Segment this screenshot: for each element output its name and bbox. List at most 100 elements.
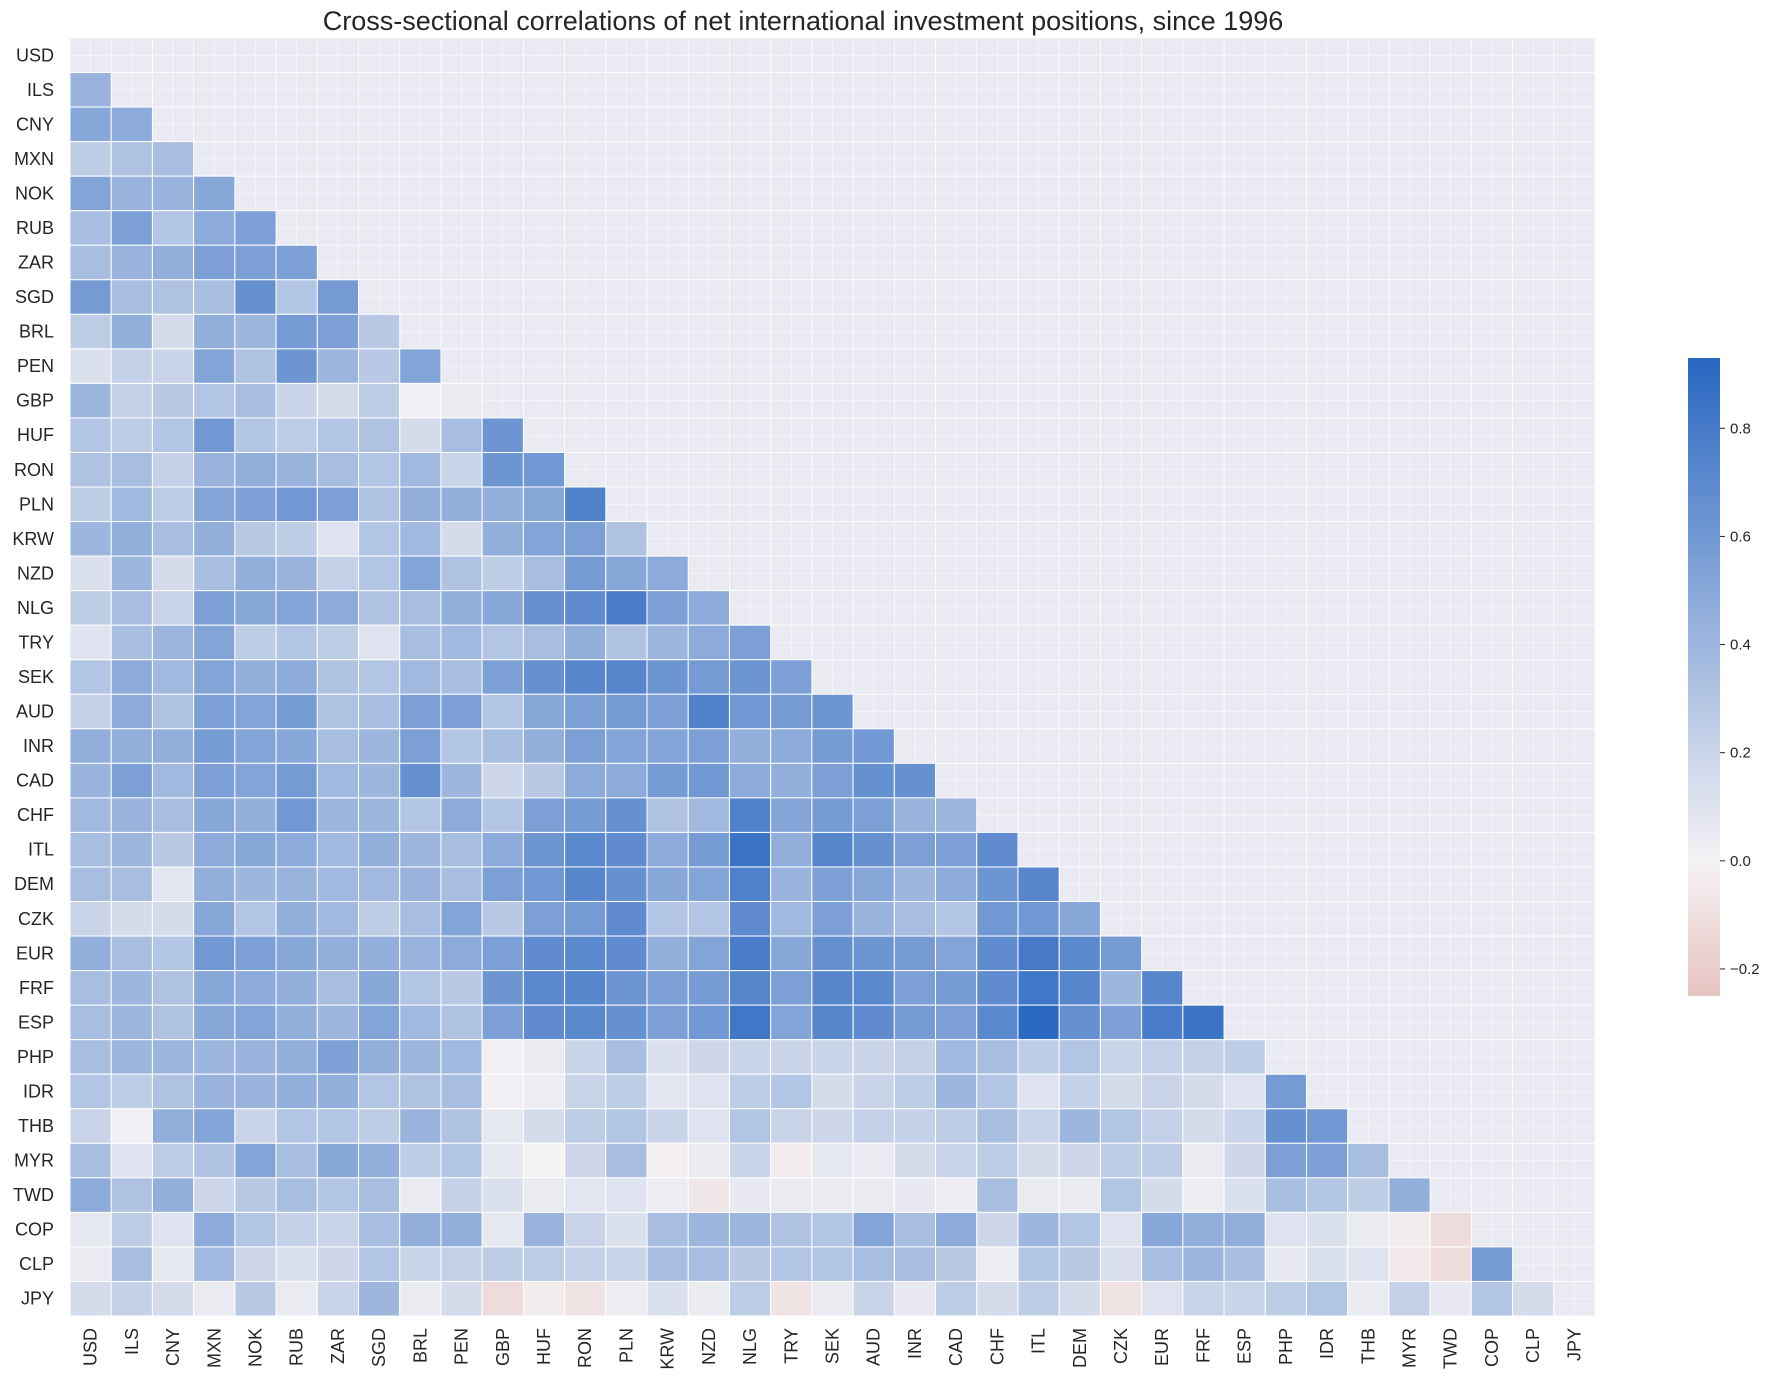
heatmap-cell-cop-sgd (358, 1211, 401, 1248)
heatmap-cell-nlg-ron (564, 590, 607, 626)
heatmap-cell-myr-thb (1347, 1142, 1390, 1179)
heatmap-cell-myr-mxn (193, 1142, 236, 1179)
heatmap-cell-cop-php (1264, 1211, 1307, 1248)
heatmap-cell-inr-nok (234, 728, 277, 764)
heatmap-cell-nzd-gbp (481, 555, 524, 592)
heatmap-cell-pln-rub (275, 486, 318, 523)
heatmap-cell-cop-thb (1347, 1211, 1390, 1248)
heatmap-cell-jpy-pln (605, 1280, 648, 1317)
heatmap-cell-pen-sgd (358, 348, 401, 384)
heatmap-cell-frf-chf (976, 970, 1019, 1006)
heatmap-cell-czk-sgd (358, 901, 401, 937)
heatmap-cell-twd-pln (605, 1177, 648, 1213)
heatmap-cell-aud-cny (151, 693, 195, 730)
heatmap-cell-twd-ils (110, 1177, 153, 1213)
heatmap-cell-esp-huf (522, 1004, 566, 1041)
heatmap-cell-ron-huf (522, 451, 566, 488)
heatmap-cell-pln-usd (69, 486, 112, 523)
heatmap-cell-try-pen (440, 624, 483, 661)
heatmap-cell-php-mxn (193, 1039, 236, 1075)
heatmap-cell-sek-krw (646, 659, 689, 695)
heatmap-cell-pln-mxn (193, 486, 236, 523)
heatmap-cell-krw-rub (275, 521, 318, 557)
x-tick-label: CHF (987, 1328, 1007, 1365)
heatmap-cell-nlg-brl (399, 590, 442, 626)
y-tick-label: CLP (19, 1254, 54, 1274)
heatmap-cell-inr-brl (399, 728, 442, 764)
heatmap-cell-try-nok (234, 624, 277, 661)
heatmap-cell-php-usd (69, 1039, 112, 1075)
heatmap-cell-inr-pln (605, 728, 648, 764)
heatmap-cell-twd-try (770, 1177, 813, 1213)
heatmap-cell-dem-usd (69, 866, 112, 903)
x-tick-label: CLP (1523, 1328, 1543, 1363)
heatmap-cell-php-ils (110, 1039, 153, 1075)
heatmap-cell-aud-sgd (358, 693, 401, 730)
heatmap-cell-chf-try (770, 797, 813, 833)
heatmap-cell-cop-brl (399, 1211, 442, 1248)
heatmap-cell-jpy-ron (564, 1280, 607, 1317)
heatmap-cell-itl-mxn (193, 831, 236, 868)
x-tick-label: NLG (740, 1328, 760, 1365)
heatmap-cell-pln-nok (234, 486, 277, 523)
heatmap-cell-thb-cny (151, 1108, 195, 1144)
heatmap-cell-aud-pln (605, 693, 648, 730)
heatmap-cell-aud-nlg (728, 693, 772, 730)
heatmap-cell-czk-nzd (687, 901, 730, 937)
heatmap-cell-gbp-nok (234, 382, 277, 419)
heatmap-cell-aud-usd (69, 693, 112, 730)
heatmap-cell-czk-itl (1017, 901, 1060, 937)
heatmap-cell-nzd-sgd (358, 555, 401, 592)
heatmap-cell-chf-pen (440, 797, 483, 833)
heatmap-cell-myr-huf (522, 1142, 566, 1179)
heatmap-cell-nlg-pln (605, 590, 648, 626)
heatmap-cell-dem-pen (440, 866, 483, 903)
x-tick-label: PLN (616, 1328, 636, 1363)
heatmap-cell-clp-dem (1058, 1246, 1101, 1282)
x-tick-label: TRY (781, 1328, 801, 1364)
heatmap-cell-sek-gbp (481, 659, 524, 695)
heatmap-cell-idr-dem (1058, 1073, 1101, 1110)
heatmap-cell-itl-rub (275, 831, 318, 868)
heatmap-cell-eur-usd (69, 935, 112, 972)
heatmap-cell-frf-cny (151, 970, 195, 1006)
heatmap-cell-inr-sek (811, 728, 854, 764)
heatmap-cell-nok-cny (151, 175, 195, 212)
heatmap-cell-twd-idr (1305, 1177, 1349, 1213)
heatmap-cell-twd-zar (316, 1177, 360, 1213)
heatmap-cell-idr-nlg (728, 1073, 772, 1110)
heatmap-cell-clp-idr (1305, 1246, 1349, 1282)
heatmap-cell-myr-krw (646, 1142, 689, 1179)
heatmap-cell-jpy-sek (811, 1280, 854, 1317)
heatmap-cell-brl-zar (316, 313, 360, 350)
heatmap-cell-krw-nok (234, 521, 277, 557)
heatmap-cell-krw-gbp (481, 521, 524, 557)
heatmap-cell-cad-sek (811, 762, 854, 799)
heatmap-cell-czk-ron (564, 901, 607, 937)
heatmap-cell-zar-mxn (193, 244, 236, 281)
heatmap-cell-clp-brl (399, 1246, 442, 1282)
heatmap-cell-myr-ils (110, 1142, 153, 1179)
heatmap-cell-chf-usd (69, 797, 112, 833)
heatmap-cell-inr-aud (852, 728, 895, 764)
heatmap-cell-jpy-sgd (358, 1280, 401, 1317)
heatmap-cell-huf-ils (110, 417, 153, 453)
heatmap-cell-esp-krw (646, 1004, 689, 1041)
heatmap-cell-myr-cny (151, 1142, 195, 1179)
heatmap-cell-frf-czk (1099, 970, 1143, 1006)
heatmap-cell-gbp-zar (316, 382, 360, 419)
heatmap-cell-cad-zar (316, 762, 360, 799)
x-tick-label: RUB (287, 1328, 307, 1366)
heatmap-cell-eur-dem (1058, 935, 1101, 972)
heatmap-cell-chf-aud (852, 797, 895, 833)
heatmap-cell-itl-aud (852, 831, 895, 868)
heatmap-cell-gbp-ils (110, 382, 153, 419)
heatmap-cell-esp-rub (275, 1004, 318, 1041)
heatmap-cell-eur-try (770, 935, 813, 972)
y-tick-label: CNY (16, 114, 54, 134)
heatmap-cell-huf-mxn (193, 417, 236, 453)
colorbar-tick-label: 0.6 (1730, 528, 1751, 545)
heatmap-cell-itl-huf (522, 831, 566, 868)
heatmap-cell-cop-rub (275, 1211, 318, 1248)
